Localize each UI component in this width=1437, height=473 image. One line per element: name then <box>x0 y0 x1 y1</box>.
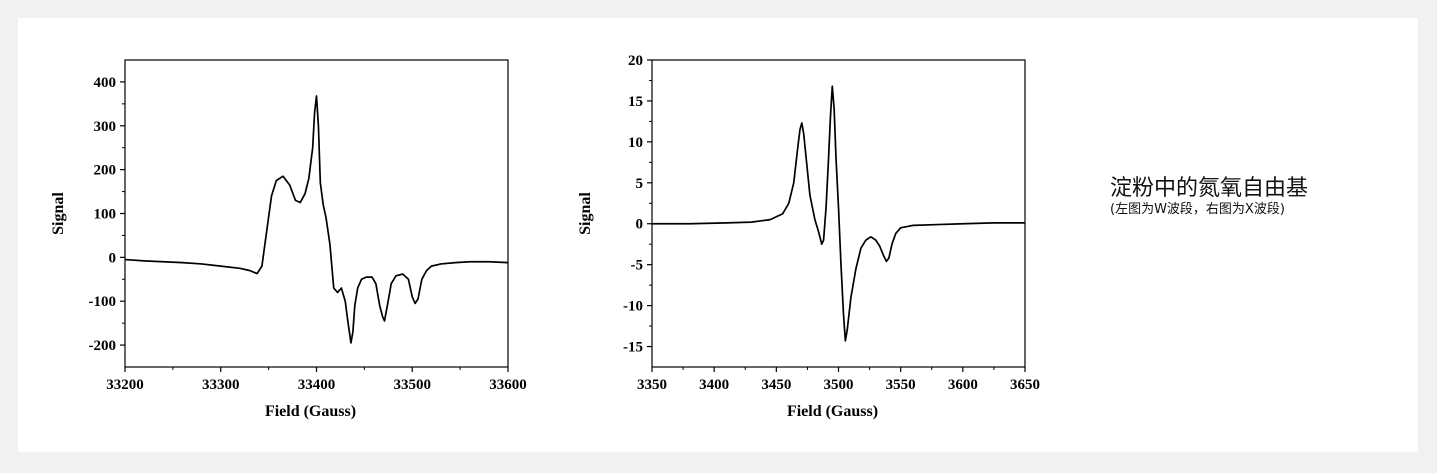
caption-subtitle: (左图为W波段，右图为X波段) <box>1110 202 1285 217</box>
x-x-tick-label: 3600 <box>948 377 978 393</box>
w-x-tick-label: 33200 <box>106 377 144 393</box>
x-y-tick-label: -5 <box>631 258 644 274</box>
x-y-tick-label: 10 <box>628 135 643 151</box>
w-y-tick-label: 0 <box>109 250 117 266</box>
x-y-tick-label: 15 <box>628 94 643 110</box>
w-y-axis-title: Signal <box>50 192 67 235</box>
x-y-tick-label: -10 <box>623 299 643 315</box>
x-signal-line <box>652 85 1025 342</box>
x-y-tick-label: -15 <box>623 340 643 356</box>
x-y-tick-label: 5 <box>636 176 644 192</box>
w-y-tick-label: 100 <box>94 207 117 223</box>
w-x-tick-label: 33300 <box>202 377 240 393</box>
x-x-tick-label: 3400 <box>699 377 729 393</box>
x-x-axis-title: Field (Gauss) <box>787 403 878 420</box>
x-x-tick-label: 3500 <box>824 377 854 393</box>
x-x-tick-label: 3450 <box>761 377 791 393</box>
x-y-tick-label: 0 <box>636 217 644 233</box>
x-x-tick-label: 3550 <box>886 377 916 393</box>
caption-title: 淀粉中的氮氧自由基 <box>1110 176 1309 201</box>
w-y-tick-label: 400 <box>94 75 117 91</box>
w-x-tick-label: 33600 <box>489 377 527 393</box>
x-y-tick-label: 20 <box>628 53 643 69</box>
figure-card <box>18 18 1418 452</box>
x-x-tick-label: 3650 <box>1010 377 1040 393</box>
x-y-axis-title: Signal <box>577 192 594 235</box>
w-x-tick-label: 33400 <box>298 377 336 393</box>
w-y-tick-label: -100 <box>89 294 117 310</box>
w-x-tick-label: 33500 <box>394 377 432 393</box>
w-signal-line <box>124 95 509 344</box>
x-x-tick-label: 3350 <box>637 377 667 393</box>
w-y-tick-label: 300 <box>94 119 117 135</box>
figure-caption: 淀粉中的氮氧自由基 (左图为W波段，右图为X波段) <box>1110 176 1308 218</box>
w-y-tick-label: 200 <box>94 163 117 179</box>
w-x-axis-title: Field (Gauss) <box>265 403 356 420</box>
w-y-tick-label: -200 <box>89 338 117 354</box>
